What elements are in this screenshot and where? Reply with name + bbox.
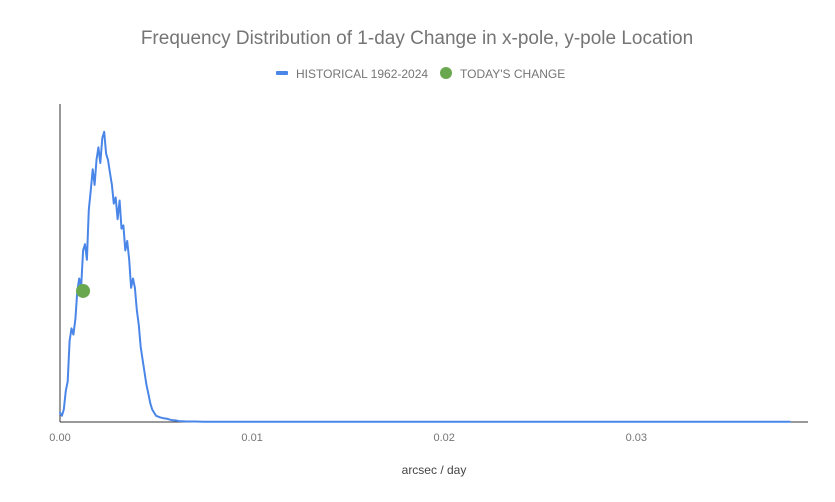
x-tick-label: 0.03	[626, 432, 647, 444]
x-tick-label: 0.01	[241, 432, 262, 444]
historical-series-line	[59, 130, 791, 423]
legend-marker-today	[440, 67, 452, 79]
legend-label-today: TODAY'S CHANGE	[460, 67, 565, 81]
x-axis-title: arcsec / day	[402, 463, 467, 477]
x-ticks: 0.00 0.01 0.02 0.03	[49, 432, 647, 444]
x-tick-label: 0.00	[49, 432, 70, 444]
legend: HISTORICAL 1962-2024 TODAY'S CHANGE	[276, 67, 565, 81]
chart-title: Frequency Distribution of 1-day Change i…	[141, 28, 693, 49]
legend-label-historical: HISTORICAL 1962-2024	[296, 67, 428, 81]
todays-change-point	[76, 283, 91, 298]
legend-swatch-historical	[276, 71, 288, 75]
x-tick-label: 0.02	[433, 432, 454, 444]
